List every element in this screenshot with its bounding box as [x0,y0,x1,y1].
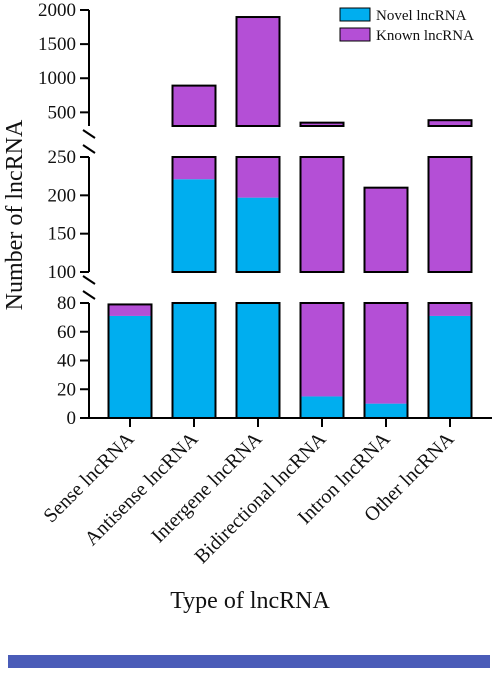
bar-4-novel-seg0 [364,403,408,418]
stacked-bar-chart: 0 20 40 60 80 100 150 200 250 500 1000 1500 2000 Sen… [2,0,492,614]
bar-3-novel-seg0 [300,396,344,418]
bars-group [107,16,473,419]
axis-break-top-0 [82,129,96,139]
bar-outline-4-seg1 [363,186,409,274]
bar-outline-2-seg1 [235,156,281,273]
legend-swatch-novel [339,7,371,22]
bar-2-novel-seg1 [236,197,280,272]
axis-break-bottom-1 [82,290,96,300]
bar-3-known-seg0 [300,303,344,397]
bar-1-novel-seg1 [172,179,216,272]
bar-1-known-seg1 [172,157,216,180]
y-tick-label-1500: 1500 [38,34,76,55]
bar-4-known-seg1 [364,187,408,272]
y-tick-label-20: 20 [57,379,76,400]
y-tick-label-100: 100 [48,262,77,283]
legend: Novel lncRNA Known lncRNA [339,7,474,44]
bar-5-known-seg1 [428,157,472,272]
bar-1-known-seg2 [172,85,216,126]
bar-2-known-seg2 [236,17,280,126]
footer-bar [8,655,490,668]
axis-break-bottom-0 [82,144,96,154]
bar-outline-5-seg2 [427,119,473,127]
bar-2-known-seg1 [236,157,280,198]
bar-3-known-seg1 [300,157,344,272]
y-tick-label-60: 60 [57,322,76,343]
y-tick-label-1000: 1000 [38,68,76,89]
bar-1-novel-seg0 [172,303,216,418]
y-tick-label-0: 0 [67,408,77,429]
y-axis-title: Number of lncRNA [2,119,28,310]
bar-outline-2-seg2 [235,16,281,127]
y-tick-label-40: 40 [57,351,76,372]
bar-4-known-seg0 [364,303,408,404]
bar-2-novel-seg0 [236,303,280,418]
legend-label-known: Known lncRNA [376,28,474,44]
bar-0-known-seg0 [108,304,152,316]
bar-0-novel-seg0 [108,315,152,418]
bar-5-known-seg2 [428,120,472,126]
bar-5-novel-seg0 [428,315,472,418]
legend-label-novel: Novel lncRNA [376,8,467,24]
bar-3-known-seg2 [300,122,344,126]
y-tick-label-80: 80 [57,293,76,314]
x-tick-label-1: Antisense lncRNA [81,428,203,550]
bar-outline-1-seg1 [171,156,217,273]
y-tick-label-150: 150 [48,224,77,245]
bar-outline-3-seg2 [299,121,345,128]
y-tick-label-200: 200 [48,185,77,206]
x-axis-title: Type of lncRNA [170,588,330,614]
axis-break-top-1 [82,275,96,285]
y-tick-label-500: 500 [48,102,77,123]
legend-swatch-known [339,27,371,42]
y-axis: 0 20 40 60 80 100 150 200 250 500 1000 1500 2000 [38,0,96,429]
bar-outline-5-seg1 [427,156,473,273]
bar-outline-1-seg2 [171,84,217,127]
y-tick-label-250: 250 [48,147,77,168]
bar-outline-3-seg1 [299,156,345,273]
x-tick-label-2: Intergene lncRNA [147,428,267,548]
bar-5-known-seg0 [428,303,472,316]
y-tick-label-2000: 2000 [38,0,76,21]
